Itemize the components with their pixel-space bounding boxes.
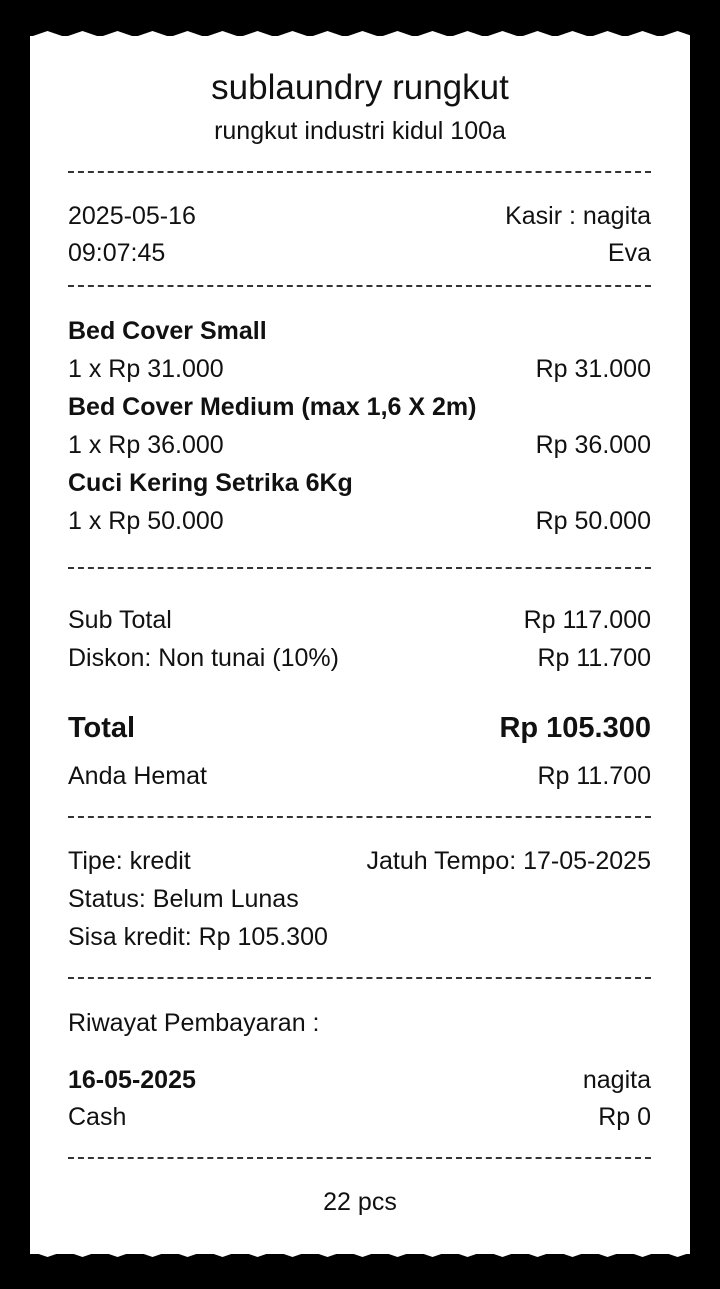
item-name: Bed Cover Small	[68, 317, 267, 345]
customer-name: Eva	[607, 239, 651, 267]
divider	[68, 171, 651, 173]
payment-method: Cash	[68, 1103, 127, 1131]
payment-user: nagita	[582, 1066, 651, 1094]
divider	[68, 977, 651, 979]
item-name: Bed Cover Medium (max 1,6 X 2m)	[68, 393, 477, 421]
item-total: Rp 36.000	[535, 431, 651, 459]
payment-status: Status: Belum Lunas	[68, 885, 299, 913]
saved-value: Rp 11.700	[537, 762, 651, 790]
subtotal-value: Rp 117.000	[523, 606, 651, 634]
saved-label: Anda Hemat	[68, 762, 207, 790]
divider	[68, 567, 651, 569]
store-name: sublaundry rungkut	[211, 68, 509, 107]
receipt-time: 09:07:45	[68, 239, 166, 267]
piece-count: 22 pcs	[323, 1188, 397, 1216]
payment-amount: Rp 0	[598, 1103, 651, 1131]
item-qty-price: 1 x Rp 36.000	[68, 431, 224, 459]
total-value: Rp 105.300	[499, 712, 651, 744]
discount-label: Diskon: Non tunai (10%)	[68, 644, 339, 672]
item-total: Rp 31.000	[535, 355, 651, 383]
receipt-date: 2025-05-16	[68, 202, 196, 230]
remaining-credit: Sisa kredit: Rp 105.300	[68, 923, 328, 951]
divider	[68, 816, 651, 818]
receipt-top-zigzag-edge	[30, 31, 690, 39]
discount-value: Rp 11.700	[537, 644, 651, 672]
cashier: Kasir : nagita	[505, 202, 651, 230]
item-qty-price: 1 x Rp 31.000	[68, 355, 224, 383]
item-qty-price: 1 x Rp 50.000	[68, 507, 224, 535]
total-label: Total	[68, 712, 136, 744]
receipt-paper	[30, 36, 690, 1254]
divider	[68, 1157, 651, 1159]
payment-type: Tipe: kredit	[68, 847, 191, 875]
payment-history-title: Riwayat Pembayaran :	[68, 1009, 320, 1037]
due-date: Jatuh Tempo: 17-05-2025	[366, 847, 651, 875]
subtotal-label: Sub Total	[68, 606, 172, 634]
item-name: Cuci Kering Setrika 6Kg	[68, 469, 353, 497]
item-total: Rp 50.000	[535, 507, 651, 535]
receipt-bottom-zigzag-edge	[30, 1249, 690, 1257]
divider	[68, 285, 651, 287]
store-address: rungkut industri kidul 100a	[214, 117, 506, 145]
payment-date: 16-05-2025	[68, 1066, 196, 1094]
